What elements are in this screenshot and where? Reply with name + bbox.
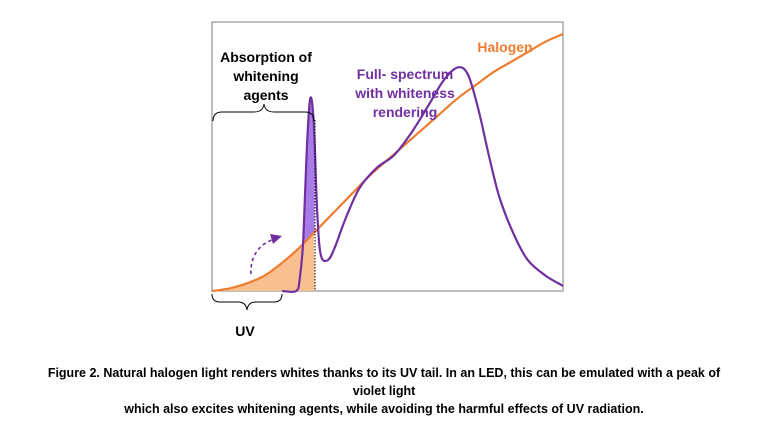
- full-spectrum-line: [282, 66, 564, 294]
- uv-label: UV: [235, 323, 255, 339]
- halogen-label: Halogen: [477, 39, 532, 55]
- uv-tail-fill: [212, 232, 315, 291]
- caption-line-2: which also excites whitening agents, whi…: [124, 402, 644, 416]
- full-spectrum-label-line-1: Full- spectrum: [357, 66, 453, 82]
- figure-caption: Figure 2. Natural halogen light renders …: [30, 364, 738, 418]
- violet-peak-fill: [282, 98, 315, 263]
- shift-arrow-head: [270, 234, 282, 244]
- plot-frame: [211, 21, 564, 292]
- uv-brace: [211, 293, 283, 311]
- absorption-label-line-1: Absorption of: [220, 49, 312, 65]
- caption-line-1: Figure 2. Natural halogen light renders …: [47, 366, 721, 398]
- full-spectrum-label-line-2: with whiteness: [354, 85, 455, 101]
- shift-arrow: [250, 239, 273, 275]
- absorption-brace: [212, 103, 315, 122]
- full-spectrum-label-line-3: rendering: [373, 104, 438, 120]
- absorption-label-line-2: whitening: [232, 68, 298, 84]
- absorption-label-line-3: agents: [243, 87, 288, 103]
